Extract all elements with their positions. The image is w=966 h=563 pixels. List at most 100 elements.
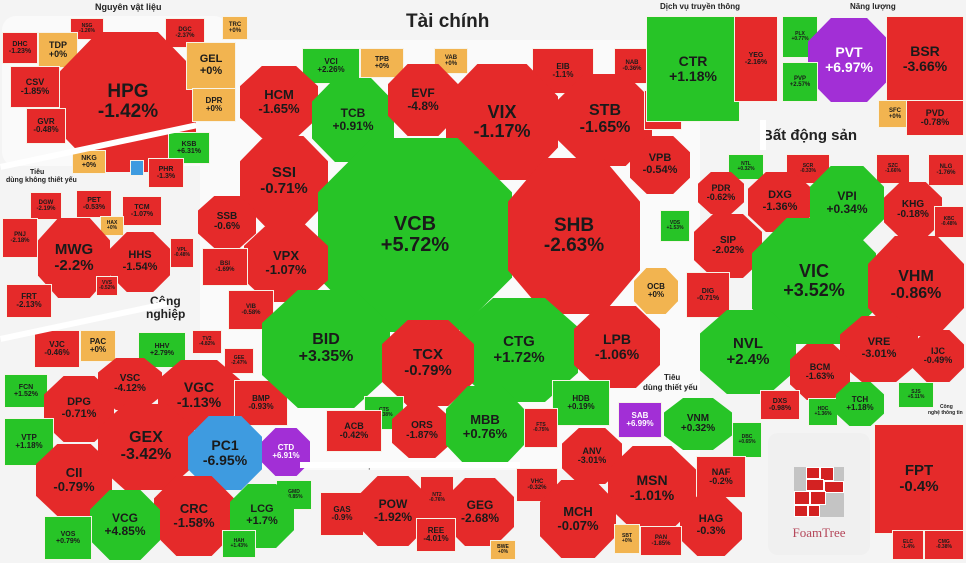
group-label-nguyen-vat-lieu: Nguyên vật liệu	[95, 2, 162, 12]
cell-dxg[interactable]: DXG -1.36%	[748, 172, 812, 232]
cell-shb[interactable]: SHB -2.63%	[508, 158, 640, 314]
cell-pvp[interactable]: PVP +2.57%	[782, 62, 818, 102]
cell-pac[interactable]: PAC +0%	[80, 330, 116, 362]
cell-vvs[interactable]: VVS -0.52%	[96, 276, 118, 296]
foamtree-logo-icon	[794, 467, 844, 517]
cell-pc1[interactable]: PC1 -6.95%	[188, 416, 262, 490]
cell-csv[interactable]: CSV -1.85%	[10, 66, 60, 108]
cell-frt[interactable]: FRT -2.13%	[6, 284, 52, 318]
group-label-cong-nghe-thong-tin-2: nghệ thông tin	[928, 410, 963, 416]
cell-crc[interactable]: CRC -1.58%	[154, 476, 234, 556]
cell-ctr[interactable]: CTR +1.18%	[646, 16, 740, 122]
cell-vnm[interactable]: VNM +0.32%	[664, 398, 732, 450]
group-label-tieu-dung-khong-thiet-yeu-2: dùng không thiết yếu	[6, 177, 77, 184]
cell-hax[interactable]: HAX +0%	[100, 216, 124, 236]
cell-fpt[interactable]: FPT -0.4%	[874, 424, 964, 534]
cell-dpr[interactable]: DPR +0%	[192, 88, 236, 122]
cell-vpb[interactable]: VPB -0.54%	[630, 136, 690, 194]
cell-nsg[interactable]: NSG -1.26%	[70, 18, 104, 40]
cell-tch[interactable]: TCH +1.18%	[836, 382, 884, 426]
cell-gel[interactable]: GEL +0%	[186, 42, 236, 90]
group-divider	[760, 120, 766, 150]
cell-vpx[interactable]: VPX -1.07%	[244, 224, 328, 302]
cell-floor-small[interactable]	[130, 160, 144, 176]
cell-vre[interactable]: VRE -3.01%	[840, 316, 918, 382]
cell-dgw[interactable]: DGW -2.19%	[30, 192, 62, 220]
cell-hcm[interactable]: HCM -1.65%	[240, 66, 318, 138]
foamtree-logo[interactable]: FoamTree	[768, 433, 870, 555]
cell-kbc[interactable]: KBC -0.48%	[934, 206, 964, 238]
cell-ctd[interactable]: CTD +6.91%	[262, 428, 310, 476]
cell-fts[interactable]: FTS -0.75%	[524, 408, 558, 448]
cell-gee[interactable]: GEE -2.47%	[224, 348, 254, 374]
cell-tcb[interactable]: TCB +0.91%	[312, 78, 394, 162]
cell-tcm[interactable]: TCM -1.07%	[122, 196, 162, 226]
cell-bsi[interactable]: BSI -1.69%	[202, 248, 248, 286]
cell-mbb[interactable]: MBB +0.76%	[446, 386, 524, 468]
cell-hhs[interactable]: HHS -1.54%	[110, 232, 170, 292]
cell-vds[interactable]: VDS +1.53%	[660, 210, 690, 242]
cell-cmg[interactable]: CMG -0.38%	[924, 530, 964, 560]
cell-vcg[interactable]: VCG +4.85%	[90, 490, 160, 560]
cell-ree[interactable]: REE -4.01%	[416, 518, 456, 552]
group-label-tieu-dung-khong-thiet-yeu-1: Tiêu	[30, 169, 45, 176]
cell-geg[interactable]: GEG -2.68%	[446, 478, 514, 546]
cell-sip[interactable]: SIP -2.02%	[694, 214, 762, 278]
cell-tv2[interactable]: TV2 -4.82%	[192, 330, 222, 354]
cell-ors[interactable]: ORS -1.87%	[392, 404, 452, 458]
cell-pdr[interactable]: PDR -0.62%	[698, 172, 744, 214]
cell-naf[interactable]: NAF -0.2%	[696, 456, 746, 498]
cell-ijc[interactable]: IJC -0.49%	[912, 330, 964, 382]
cell-pan[interactable]: PAN -1.85%	[640, 526, 682, 556]
cell-ssb[interactable]: SSB -0.6%	[198, 196, 256, 248]
cell-hdc[interactable]: HDC +1.36%	[808, 398, 838, 426]
cell-ssi[interactable]: SSI -0.71%	[240, 136, 328, 226]
cell-phr[interactable]: PHR -1.3%	[148, 158, 184, 188]
cell-ocb[interactable]: OCB +0%	[634, 268, 678, 314]
cell-khg[interactable]: KHG -0.18%	[884, 182, 942, 238]
cell-vpl[interactable]: VPL -0.48%	[170, 238, 194, 268]
cell-nlg[interactable]: NLG -1.76%	[928, 154, 964, 186]
cell-dhc[interactable]: DHC -1.23%	[2, 32, 38, 64]
cell-sab[interactable]: SAB +6.99%	[618, 402, 662, 438]
cell-acb[interactable]: ACB -0.42%	[326, 410, 382, 452]
cell-hah[interactable]: HAH +1.43%	[222, 530, 256, 558]
cell-dig[interactable]: DIG -0.71%	[686, 272, 730, 318]
cell-lpb[interactable]: LPB -1.06%	[574, 306, 660, 388]
cell-vjc[interactable]: VJC -0.46%	[34, 330, 80, 368]
group-label-tieu-dung-thiet-yeu-2: dùng thiết yếu	[643, 383, 698, 392]
cell-gas[interactable]: GAS -0.9%	[320, 492, 364, 536]
cell-hag[interactable]: HAG -0.3%	[680, 496, 742, 556]
cell-cii[interactable]: CII -0.79%	[36, 444, 112, 516]
cell-trc[interactable]: TRC +0%	[222, 16, 248, 40]
cell-tpb[interactable]: TPB +0%	[360, 48, 404, 78]
cell-mch[interactable]: MCH -0.07%	[540, 480, 616, 558]
cell-yeg[interactable]: YEG -2.16%	[734, 16, 778, 102]
group-label-tai-chinh: Tài chính	[406, 11, 490, 32]
cell-pvd[interactable]: PVD -0.78%	[906, 100, 964, 136]
cell-dbc[interactable]: DBC +0.65%	[732, 422, 762, 458]
cell-pnj[interactable]: PNJ -2.18%	[2, 218, 38, 258]
cell-gvr[interactable]: GVR -0.48%	[26, 108, 66, 144]
cell-nvl[interactable]: NVL +2.4%	[700, 310, 796, 394]
cell-bwe[interactable]: BWE +0%	[490, 540, 516, 560]
cell-bid[interactable]: BID +3.35%	[262, 290, 390, 408]
cell-sbt[interactable]: SBT +0%	[614, 524, 640, 554]
cell-elc[interactable]: ELC -1.4%	[892, 530, 924, 560]
group-label-nang-luong: Năng lượng	[850, 2, 896, 11]
cell-sjs[interactable]: SJS +5.11%	[898, 382, 934, 408]
cell-vos[interactable]: VOS +0.79%	[44, 516, 92, 560]
cell-gex[interactable]: GEX -3.42%	[98, 404, 194, 490]
cell-dxs[interactable]: DXS -0.98%	[760, 390, 800, 420]
group-label-cong-nghiep-2: nghiệp	[146, 307, 186, 321]
cell-fcn[interactable]: FCN +1.52%	[4, 374, 48, 408]
group-divider	[300, 462, 520, 468]
cell-tcx[interactable]: TCX -0.79%	[382, 320, 474, 406]
cell-pvt[interactable]: PVT +6.97%	[808, 18, 890, 102]
group-label-dich-vu-truyen-thong: Dịch vụ truyền thông	[660, 2, 740, 11]
cell-bsr[interactable]: BSR -3.66%	[886, 16, 964, 102]
cell-hdb[interactable]: HDB +0.19%	[552, 380, 610, 426]
cell-szc[interactable]: SZC -1.66%	[876, 154, 910, 184]
cell-pet[interactable]: PET -0.53%	[76, 190, 112, 218]
